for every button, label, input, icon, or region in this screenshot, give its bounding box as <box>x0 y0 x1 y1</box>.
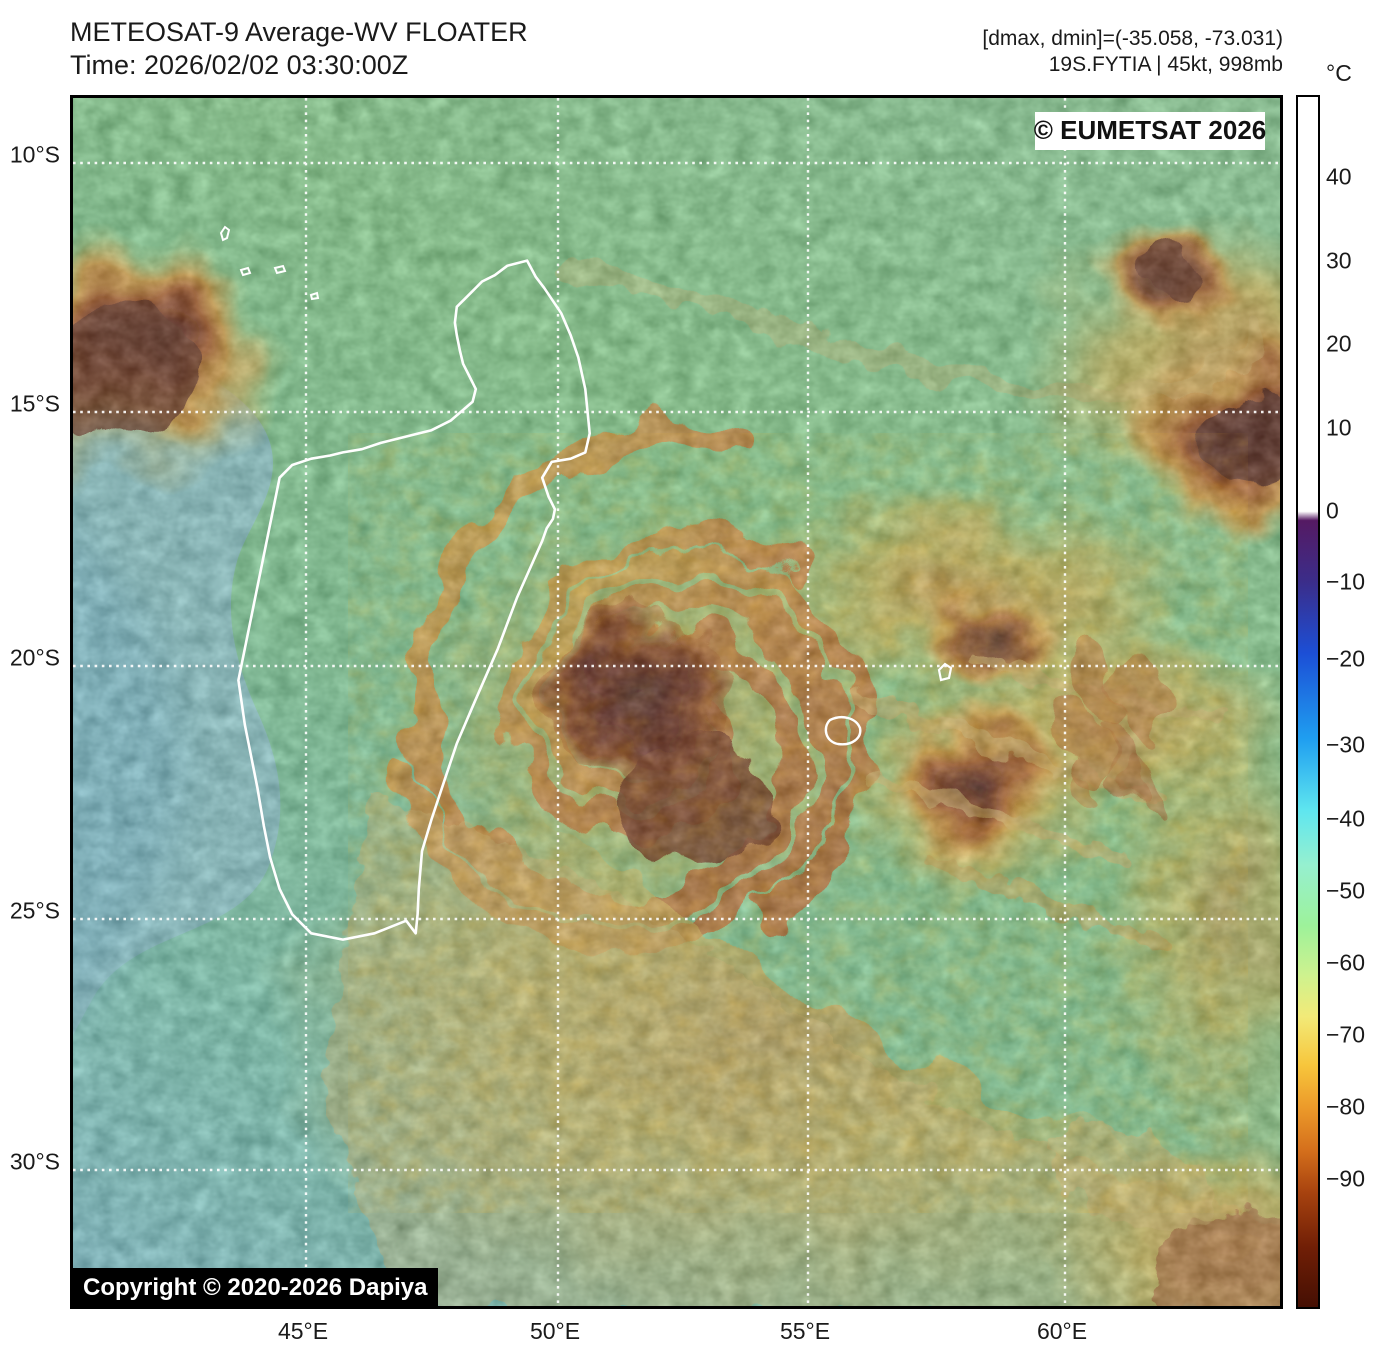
svg-text:© EUMETSAT 2026: © EUMETSAT 2026 <box>1034 115 1267 145</box>
svg-text:Copyright © 2020-2026 Dapiya: Copyright © 2020-2026 Dapiya <box>83 1274 428 1301</box>
